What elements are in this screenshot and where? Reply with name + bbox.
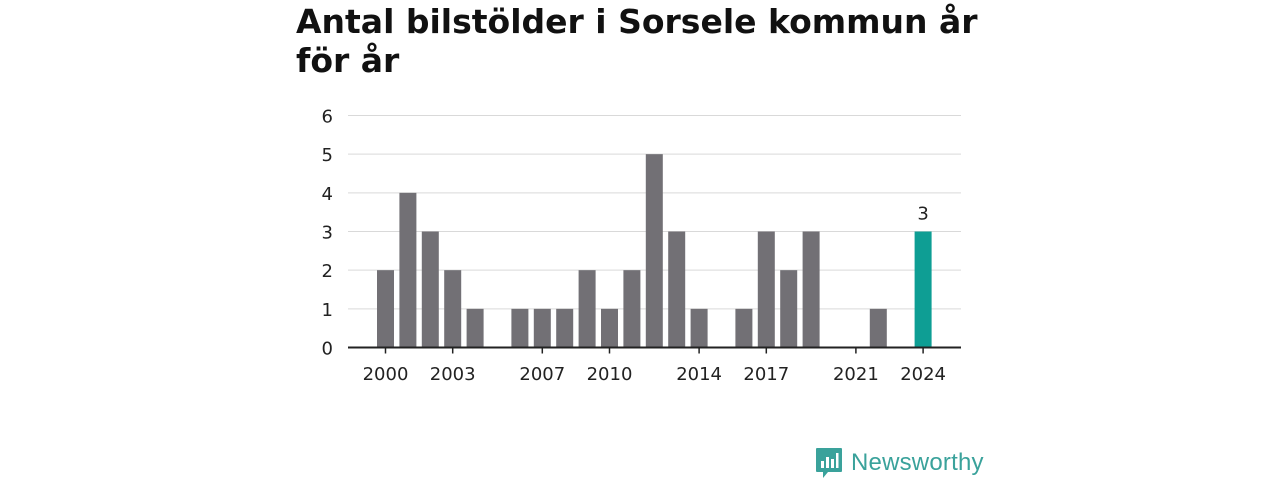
x-tick-label: 2010 [587, 364, 633, 385]
newsworthy-logo-icon [816, 448, 842, 478]
bar-2014 [690, 308, 708, 348]
bar-2002 [421, 231, 439, 348]
newsworthy-brand: Newsworthy [815, 446, 984, 480]
bar-2009 [578, 270, 596, 348]
y-tick-label: 1 [322, 300, 333, 321]
x-tick-label: 2003 [430, 364, 476, 385]
data-labels: 3 [917, 204, 928, 225]
x-tick-label: 2024 [900, 364, 946, 385]
bar-2024 [914, 231, 932, 348]
y-axis-ticks: 0 1 2 3 4 5 6 [322, 107, 333, 360]
brand-name: Newsworthy [851, 449, 984, 476]
bar-2019 [802, 231, 820, 348]
bar-2006 [511, 308, 529, 348]
y-tick-label: 5 [322, 145, 333, 166]
bar-2012 [645, 154, 663, 348]
bar-2011 [623, 270, 641, 348]
x-tick-label: 2007 [519, 364, 565, 385]
y-tick-label: 6 [322, 107, 333, 128]
bar-2022 [869, 308, 887, 348]
bar-2004 [466, 308, 484, 348]
bars [377, 154, 932, 348]
bar-2017 [757, 231, 775, 348]
y-tick-label: 2 [322, 261, 333, 282]
y-tick-label: 4 [322, 184, 333, 205]
bar-2003 [444, 270, 462, 348]
bar-2008 [556, 308, 574, 348]
x-tick-label: 2000 [363, 364, 409, 385]
y-tick-label: 3 [322, 223, 333, 244]
bar-2013 [668, 231, 686, 348]
bar-2010 [601, 308, 618, 348]
x-axis-ticks: 2000 2003 2007 2010 2014 2017 2021 2024 [363, 347, 946, 385]
x-tick-label: 2017 [743, 364, 789, 385]
bar-2016 [735, 308, 753, 348]
x-tick-label: 2014 [676, 364, 722, 385]
bar-chart: 0 1 2 3 4 5 6 2000 2003 2007 2010 2014 2017 2021 2024… [322, 107, 961, 385]
bar-2000 [377, 270, 394, 348]
data-label-2024: 3 [917, 204, 928, 225]
bar-2007 [533, 308, 551, 348]
x-tick-label: 2021 [833, 364, 879, 385]
y-tick-label: 0 [322, 339, 333, 360]
chart-title: Antal bilstölder i Sorsele kommun år för… [296, 2, 978, 80]
bar-2018 [780, 270, 798, 348]
bar-2001 [399, 192, 417, 348]
